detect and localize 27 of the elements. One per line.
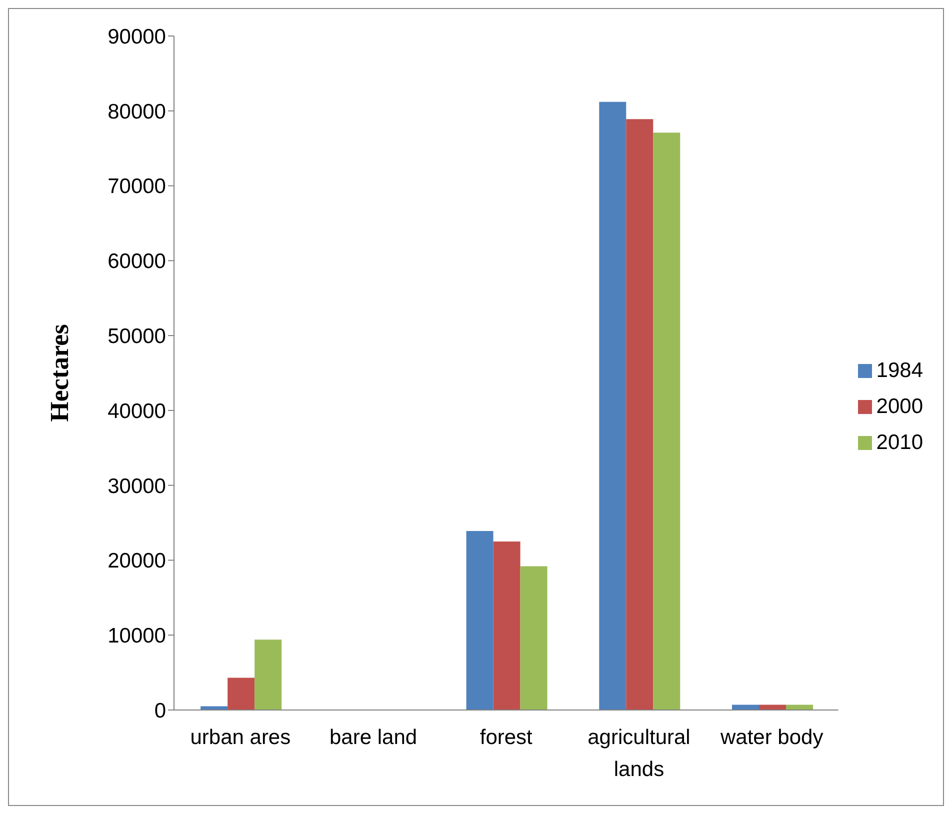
bar — [466, 531, 494, 710]
bar — [254, 640, 282, 710]
y-tick-label: 80000 — [108, 100, 166, 124]
y-tick-label: 20000 — [108, 550, 166, 573]
legend-label: 2010 — [876, 431, 923, 454]
bar — [228, 678, 255, 710]
bar — [520, 566, 548, 710]
y-tick-label: 60000 — [108, 250, 166, 274]
x-tick-label: urban ares — [190, 726, 291, 749]
y-axis-title: Hectares — [45, 324, 74, 422]
legend-label: 2000 — [876, 395, 923, 418]
y-tick-label: 40000 — [108, 400, 166, 423]
y-tick-label: 70000 — [108, 175, 166, 198]
x-tick-label: forest — [480, 726, 533, 749]
bar — [626, 119, 654, 710]
x-tick-label: bare land — [329, 726, 418, 749]
legend-label: 1984 — [876, 359, 923, 382]
y-tick-label: 50000 — [108, 325, 166, 348]
y-tick-label: 30000 — [108, 474, 166, 498]
bar — [493, 542, 520, 710]
x-tick-label: water body — [719, 726, 824, 749]
y-tick-label: 90000 — [108, 25, 166, 48]
bar — [653, 132, 680, 710]
y-tick-label: 0 — [154, 699, 166, 722]
x-tick-label: agricultural lands — [588, 726, 690, 781]
y-tick-label: 10000 — [108, 624, 166, 648]
bar — [599, 102, 626, 710]
